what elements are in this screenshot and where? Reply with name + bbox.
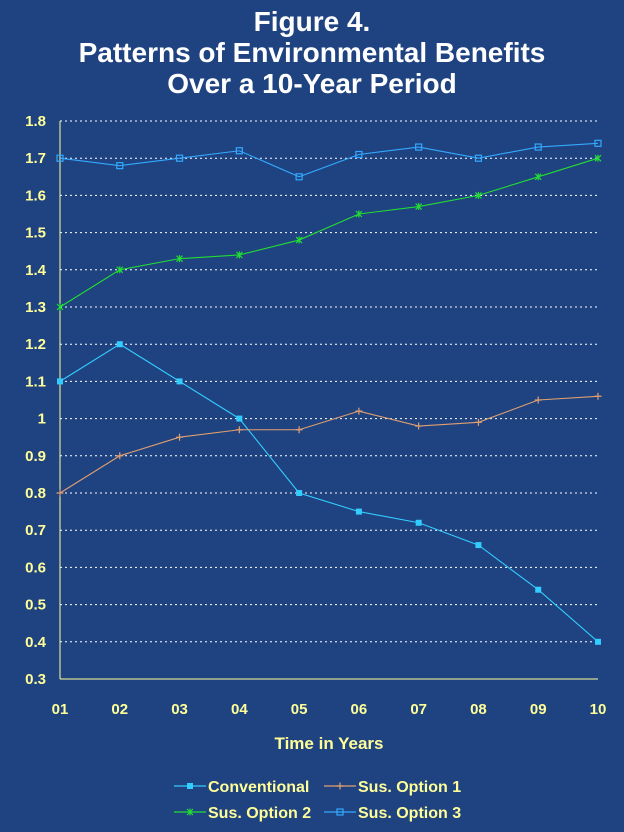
data-point-marker [56, 303, 64, 311]
y-tick-label: 1 [38, 411, 46, 428]
data-point-marker [594, 139, 602, 147]
data-point-marker [355, 407, 363, 415]
data-point-marker [534, 143, 542, 151]
data-point-marker [534, 173, 542, 181]
series-line [59, 157, 599, 308]
series-group [56, 139, 602, 645]
data-point-marker [415, 143, 423, 151]
y-tick-label: 0.7 [25, 522, 46, 539]
x-tick-label: 09 [530, 701, 547, 718]
data-point-marker [56, 154, 64, 162]
data-point-marker [336, 808, 344, 816]
data-point-marker [186, 808, 194, 816]
data-point-marker [595, 638, 601, 645]
y-tick-label: 0.9 [25, 448, 46, 465]
legend-item-2: Sus. Option 1 [324, 779, 461, 796]
title-line-1: Figure 4. [253, 6, 371, 37]
data-point-marker [235, 251, 243, 259]
x-tick-label: 06 [351, 701, 368, 718]
data-point-marker [176, 433, 184, 441]
data-point-marker [176, 255, 183, 263]
x-tick-label: 08 [470, 701, 487, 718]
y-tick-label: 0.5 [25, 597, 46, 614]
data-point-marker [235, 426, 243, 434]
data-point-marker [415, 203, 423, 211]
legend: Conventional Sus. Option 1 Sus. Option 2 Su… [174, 779, 461, 822]
y-tick-label: 1.4 [25, 262, 47, 279]
gridlines [60, 120, 598, 643]
x-tick-label: 02 [111, 701, 128, 718]
data-point-marker [475, 542, 482, 549]
data-point-marker [116, 162, 124, 170]
legend-item-4: Sus. Option 3 [324, 805, 461, 822]
legend-label: Sus. Option 1 [358, 779, 461, 796]
title-line-2: Patterns of Environmental Benefits [78, 37, 546, 68]
x-tick-label: 07 [410, 701, 427, 718]
legend-label: Sus. Option 3 [358, 805, 461, 822]
data-point-marker [474, 154, 483, 162]
data-point-marker [474, 418, 482, 426]
data-point-marker [336, 782, 344, 790]
data-point-marker [415, 519, 422, 526]
y-tick-label: 1.2 [25, 336, 46, 353]
y-tick-label: 1.5 [25, 225, 46, 242]
legend-label: Conventional [208, 779, 309, 796]
legend-item-1: Conventional [174, 779, 309, 796]
y-tick-label: 0.4 [25, 634, 47, 651]
data-point-marker [57, 378, 63, 385]
series-line [59, 395, 599, 494]
series-1 [57, 341, 601, 645]
data-point-marker [175, 154, 184, 162]
data-point-marker [295, 173, 303, 181]
x-tick-label: 03 [171, 701, 188, 718]
data-point-marker [176, 378, 183, 385]
data-point-marker [475, 191, 482, 199]
data-point-marker [355, 150, 363, 159]
data-point-marker [236, 415, 243, 422]
data-point-marker [415, 422, 423, 430]
series-4 [56, 139, 602, 181]
x-axis-label: Time in Years [275, 734, 384, 753]
title-line-3: Over a 10-Year Period [167, 68, 457, 99]
data-point-marker [535, 586, 542, 593]
y-tick-label: 0.8 [25, 485, 46, 502]
x-tick-label: 04 [231, 701, 248, 718]
data-point-marker [594, 392, 602, 400]
x-tick-labels: 01 02 03 04 05 06 07 08 09 10 [52, 701, 607, 718]
y-tick-label: 1.3 [25, 299, 46, 316]
y-tick-label: 1.7 [25, 150, 46, 167]
data-point-marker [56, 489, 64, 497]
series-line [59, 142, 599, 178]
x-tick-label: 05 [291, 701, 308, 718]
y-tick-label: 1.6 [25, 187, 46, 204]
data-point-marker [116, 266, 124, 274]
data-point-marker [116, 341, 123, 348]
y-tick-labels: 0.3 0.4 0.5 0.6 0.7 0.8 0.9 1 1.1 1.2 1.3 1.4 1.5 1.6… [25, 113, 47, 688]
data-point-marker [534, 396, 542, 404]
data-point-marker [355, 210, 363, 218]
data-point-marker [296, 490, 303, 496]
chart-title: Figure 4. Patterns of Environmental Bene… [0, 6, 624, 99]
axes [59, 121, 598, 680]
data-point-marker [187, 783, 193, 789]
legend-label: Sus. Option 2 [208, 805, 311, 822]
legend-item-3: Sus. Option 2 [174, 805, 311, 822]
series-3 [56, 154, 602, 311]
x-tick-label: 01 [52, 701, 69, 718]
y-tick-label: 1.8 [25, 113, 46, 130]
x-tick-label: 10 [590, 701, 607, 718]
data-point-marker [355, 508, 362, 515]
y-tick-label: 0.3 [25, 671, 46, 688]
y-tick-label: 0.6 [25, 559, 46, 576]
series-2 [56, 392, 602, 497]
y-tick-label: 1.1 [25, 373, 46, 390]
data-point-marker [235, 147, 243, 155]
data-point-marker [116, 452, 124, 460]
series-line [59, 343, 599, 643]
data-point-marker [295, 426, 303, 434]
data-point-marker [295, 236, 303, 244]
data-point-marker [594, 154, 602, 162]
